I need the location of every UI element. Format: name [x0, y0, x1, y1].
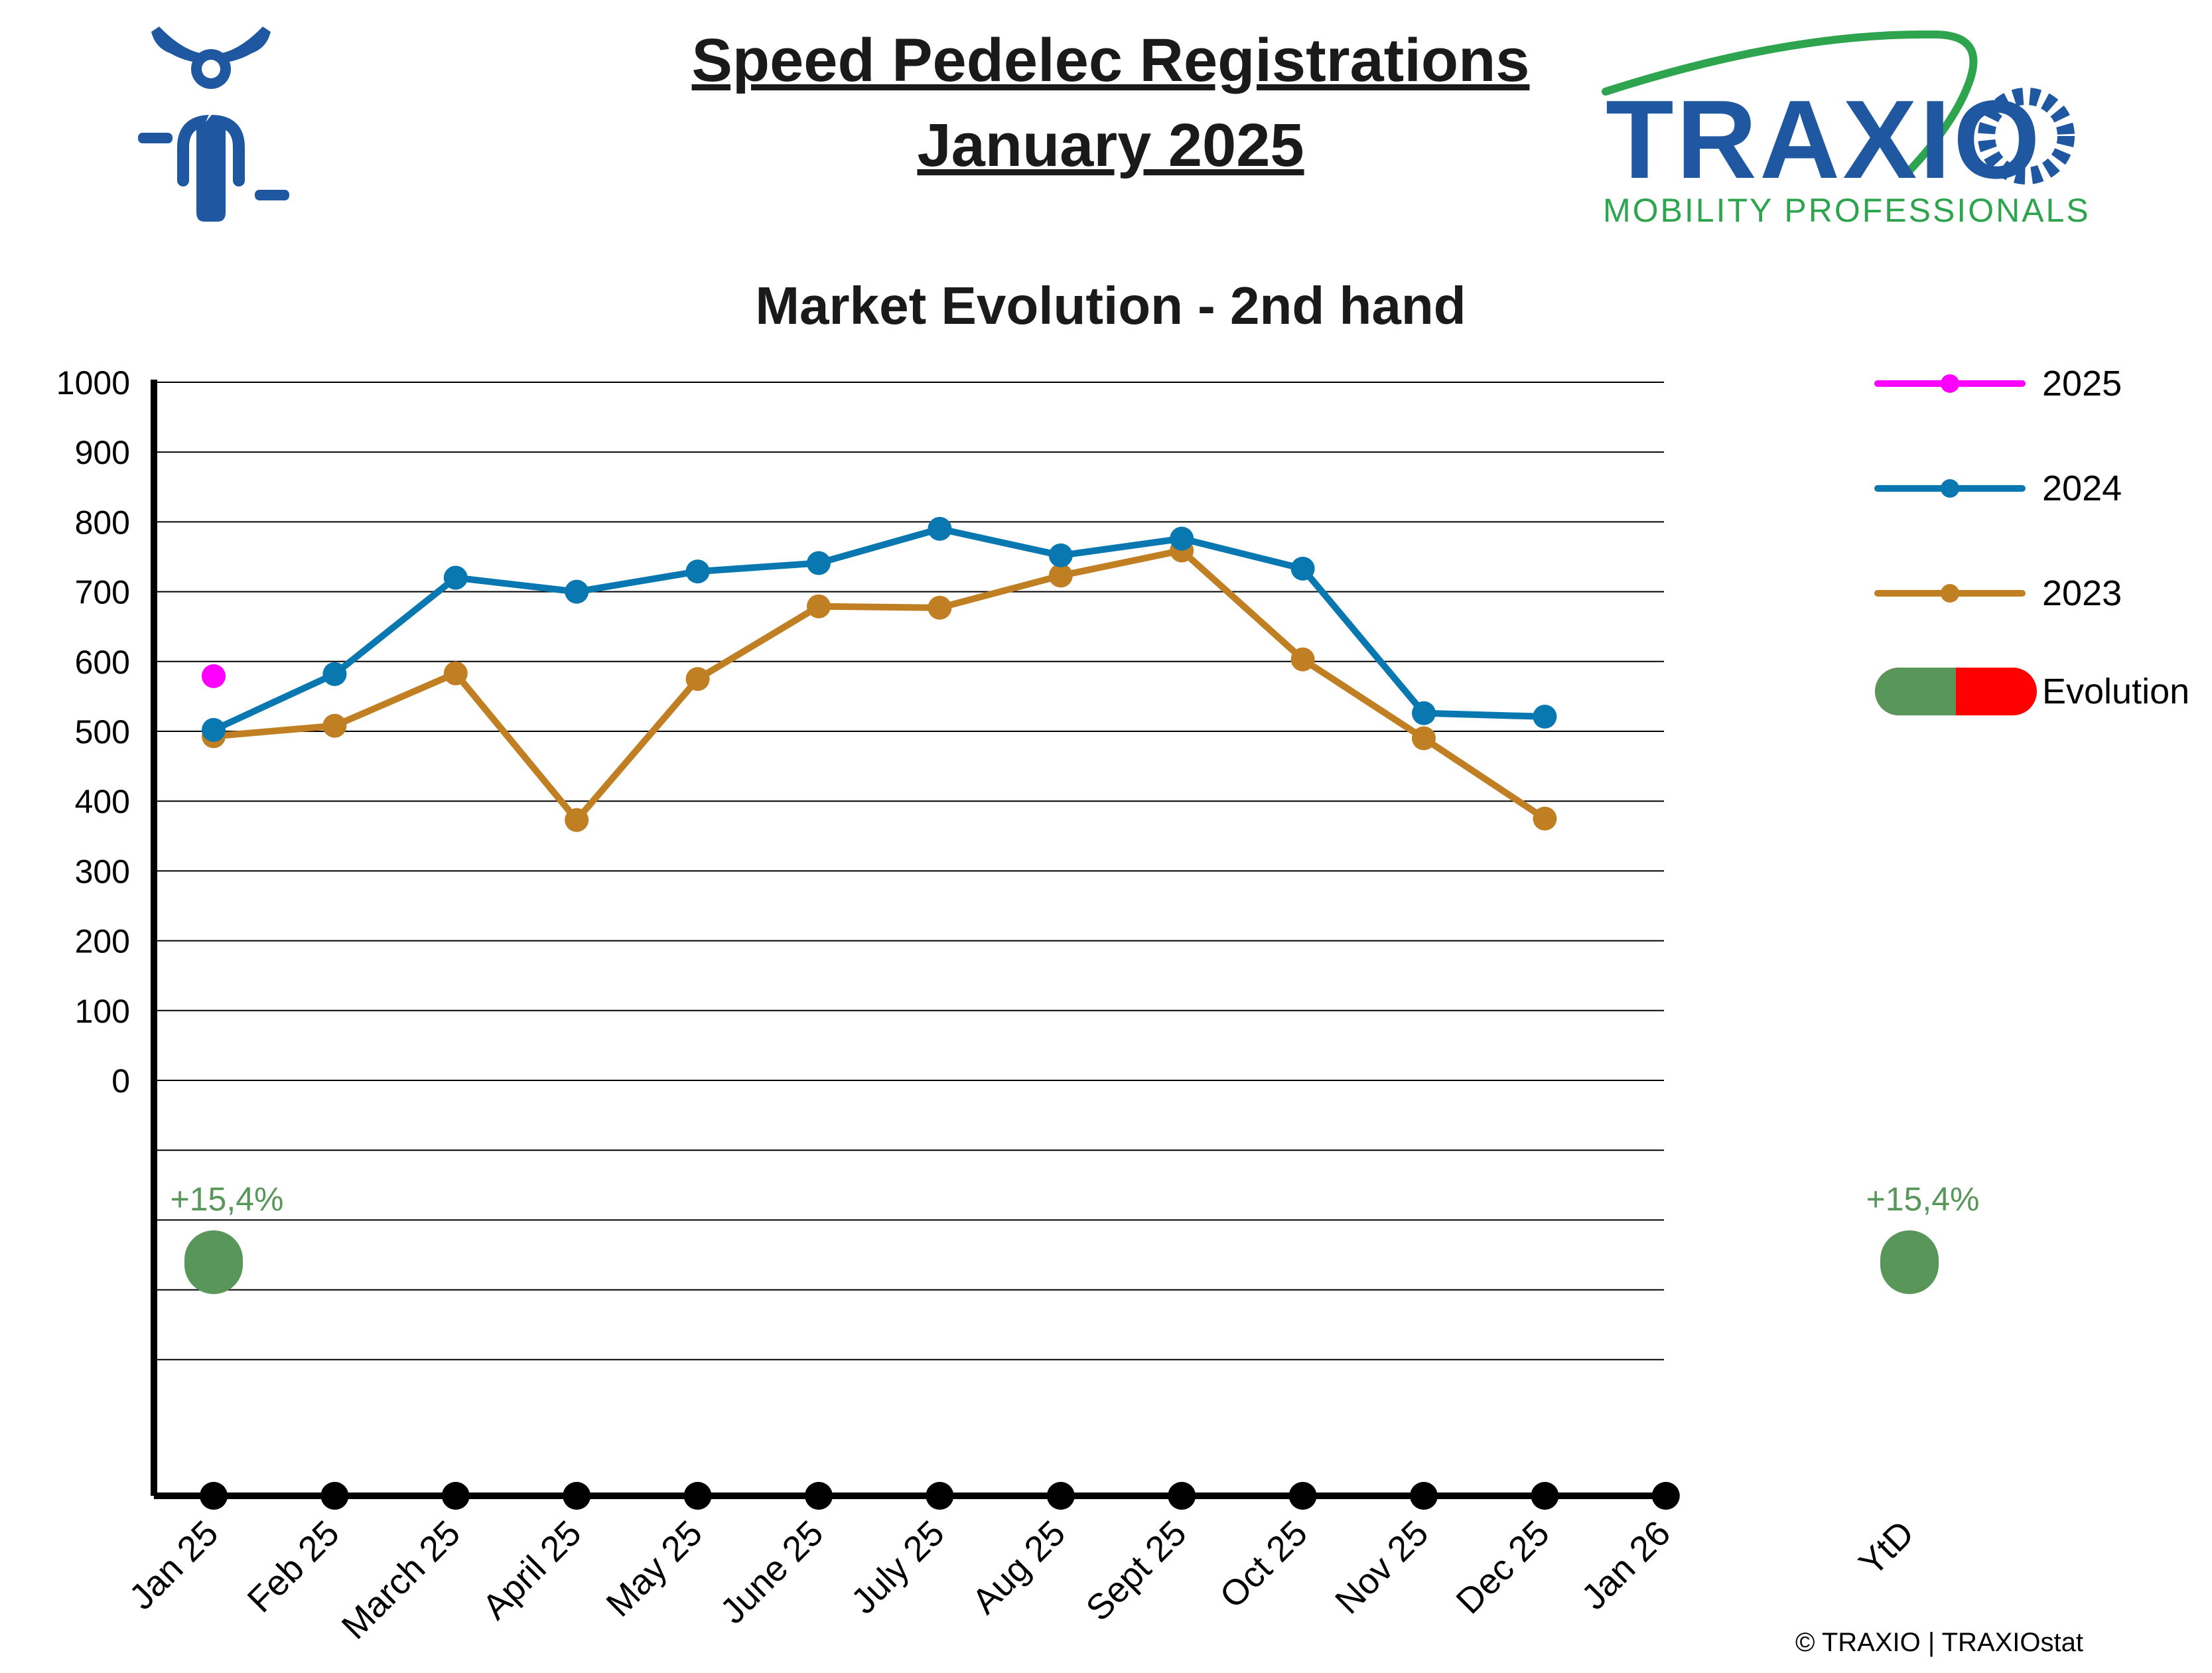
data-point-2025 [202, 664, 226, 688]
data-point-2024 [928, 516, 952, 541]
x-tick-label: Nov 25 [1328, 1513, 1436, 1621]
x-tick-label: June 25 [713, 1513, 831, 1631]
series-lines [202, 516, 1557, 832]
data-point-2023 [685, 667, 710, 691]
x-axis-dot [1651, 1482, 1680, 1510]
x-axis-dot [1410, 1482, 1438, 1510]
x-tick-label: April 25 [475, 1513, 589, 1627]
y-tick-label: 800 [75, 504, 130, 541]
data-point-2024 [1290, 556, 1315, 581]
data-point-2024 [202, 717, 226, 742]
legend-label-2024: 2024 [2042, 469, 2122, 508]
y-tick-label: 700 [75, 574, 130, 611]
x-tick-label: Jan 26 [1574, 1513, 1678, 1617]
data-point-2023 [1533, 806, 1557, 831]
x-tick-label: March 25 [334, 1513, 468, 1647]
y-axis: 0 100 200 300 400 500 600 700 800 900 1000 [56, 364, 157, 1496]
x-tick-label: Aug 25 [965, 1513, 1073, 1621]
x-axis-dot [683, 1482, 712, 1510]
data-point-2023 [322, 713, 347, 738]
series-line-2023 [213, 547, 1547, 824]
y-tick-label: 200 [75, 923, 130, 960]
x-axis-dot [1288, 1482, 1317, 1510]
x-axis-dot [320, 1482, 349, 1510]
evolution-label-ytd: +15,4% [1866, 1181, 1980, 1218]
data-point-2023 [565, 808, 589, 832]
data-point-2024 [565, 579, 589, 604]
x-tick-label: Oct 25 [1212, 1513, 1315, 1616]
evolution-pill-month [184, 1230, 243, 1294]
legend-evolution-positive [1875, 668, 1956, 715]
data-point-2023 [807, 594, 831, 618]
legend-label-2025: 2025 [2042, 364, 2122, 403]
data-point-2024 [685, 559, 710, 584]
legend-marker-2025 [1941, 374, 1959, 393]
x-axis-dot [1046, 1482, 1075, 1510]
x-axis-dot [441, 1482, 470, 1510]
data-point-2024 [443, 565, 468, 590]
evolution-pill-ytd [1880, 1230, 1939, 1294]
gear-icon [1978, 88, 2075, 184]
data-point-2023 [928, 595, 952, 620]
x-tick-label: Sept 25 [1079, 1513, 1194, 1629]
data-point-2024 [1048, 543, 1073, 567]
gridlines [154, 382, 1664, 1360]
page-title-line2: January 2025 [917, 111, 1304, 179]
data-point-2023 [1290, 647, 1315, 672]
data-point-2023 [443, 661, 468, 686]
evolution-label-month: +15,4% [171, 1181, 284, 1218]
x-tick-label: July 25 [843, 1513, 951, 1621]
y-tick-label: 600 [75, 644, 130, 681]
chart-title: Market Evolution - 2nd hand [755, 276, 1466, 335]
legend: 2025 2024 2023 Evolution [1874, 364, 2189, 715]
x-axis-dot [1531, 1482, 1559, 1510]
page-title-line1: Speed Pedelec Registrations [692, 27, 1530, 94]
y-tick-label: 500 [75, 713, 130, 751]
y-tick-label: 900 [75, 434, 130, 471]
logo-tagline: MOBILITY PROFESSIONALS [1603, 192, 2091, 229]
data-point-2024 [807, 551, 831, 575]
y-tick-label: 0 [111, 1062, 130, 1100]
x-axis-dot [805, 1482, 833, 1510]
data-point-2024 [1170, 526, 1194, 551]
x-tick-label-ytd: YtD [1851, 1513, 1921, 1583]
logo-text: TRAXIO [1606, 77, 2043, 202]
x-axis-dot [200, 1482, 228, 1510]
series-line-2024 [212, 525, 1545, 733]
x-tick-label: Feb 25 [240, 1513, 347, 1620]
speed-pedelec-rider-icon [138, 27, 289, 222]
y-tick-label: 400 [75, 783, 130, 820]
y-tick-label: 100 [75, 993, 130, 1030]
data-point-2024 [1533, 704, 1557, 729]
x-tick-label: Dec 25 [1448, 1513, 1556, 1621]
data-point-2023 [1412, 726, 1436, 751]
legend-marker-2023 [1941, 584, 1959, 603]
x-tick-label: Jan 25 [121, 1513, 226, 1617]
y-tick-label: 300 [75, 853, 130, 890]
data-point-2024 [1412, 701, 1436, 725]
evolution-markers: +15,4% +15,4% [171, 1181, 1980, 1294]
footer-credit: © TRAXIO | TRAXIOstat [1795, 1628, 2083, 1657]
x-tick-label: May 25 [598, 1513, 710, 1625]
data-point-2024 [322, 662, 347, 686]
legend-label-2023: 2023 [2042, 573, 2122, 613]
x-axis-dot [1168, 1482, 1196, 1510]
traxio-logo: TRAXIO MOBILITY PROFESSIONALS [1602, 30, 2091, 229]
legend-marker-2024 [1941, 479, 1959, 498]
y-tick-label: 1000 [56, 364, 130, 401]
legend-label-evolution: Evolution [2042, 672, 2189, 711]
x-axis-dot [563, 1482, 591, 1510]
data-point-2023 [1048, 563, 1073, 588]
x-axis-dot [926, 1482, 954, 1510]
